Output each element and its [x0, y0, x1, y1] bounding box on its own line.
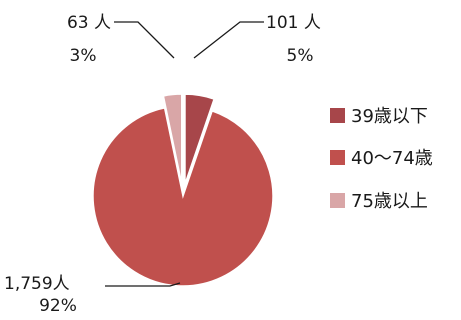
pie-slice-under-39 [184, 93, 216, 185]
leader-line-over-75 [114, 21, 175, 59]
legend: 39歳以下 40～74歳 75歳以上 [330, 106, 433, 212]
data-label-value-40-74: 1,759人 [4, 274, 70, 294]
data-label-percent-40-74: 92% [39, 296, 77, 316]
pie-slice-over-75 [162, 93, 183, 185]
leader-line-40-74 [105, 282, 181, 287]
legend-label-over-75: 75歳以上 [351, 191, 428, 212]
leader-line-under-39 [193, 21, 264, 59]
legend-swatch-40-74 [330, 150, 345, 165]
data-label-percent-under-39: 5% [287, 46, 314, 66]
legend-label-40-74: 40～74歳 [351, 148, 433, 169]
data-label-value-over-75: 63 人 [67, 13, 111, 33]
data-label-value-under-39: 101 人 [266, 13, 321, 33]
data-label-percent-over-75: 3% [70, 46, 97, 66]
legend-swatch-under-39 [330, 108, 345, 123]
pie-slice-40-74 [92, 107, 274, 287]
legend-label-under-39: 39歳以下 [351, 106, 428, 127]
legend-swatch-over-75 [330, 193, 345, 208]
